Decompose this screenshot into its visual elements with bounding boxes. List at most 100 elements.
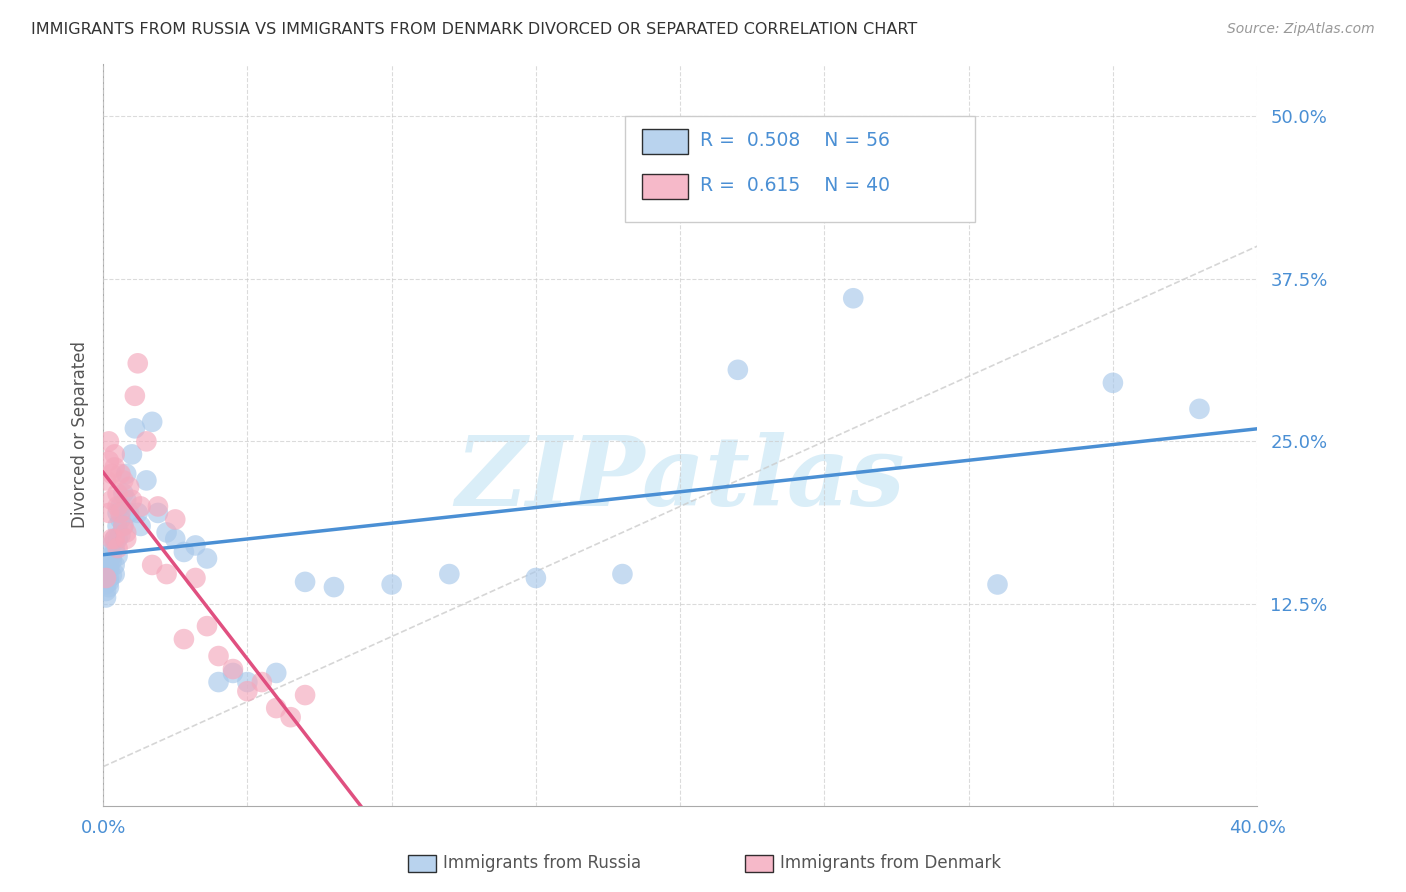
- Text: Source: ZipAtlas.com: Source: ZipAtlas.com: [1227, 22, 1375, 37]
- Point: [222, 665, 245, 680]
- Text: R =  0.615    N = 40: R = 0.615 N = 40: [700, 176, 890, 194]
- Point: [124, 421, 146, 435]
- Text: Immigrants from Denmark: Immigrants from Denmark: [780, 855, 1001, 872]
- Point: [115, 525, 138, 540]
- Point: [236, 675, 259, 690]
- Point: [135, 434, 157, 449]
- Point: [101, 532, 124, 546]
- Y-axis label: Divorced or Separated: Divorced or Separated: [72, 342, 89, 528]
- Point: [184, 571, 207, 585]
- Point: [97, 506, 120, 520]
- Point: [97, 454, 120, 468]
- Point: [101, 568, 124, 582]
- Point: [222, 662, 245, 676]
- Point: [101, 467, 124, 481]
- Point: [264, 701, 287, 715]
- Point: [155, 525, 177, 540]
- Point: [129, 500, 152, 514]
- Point: [294, 688, 316, 702]
- Point: [110, 467, 132, 481]
- Point: [112, 519, 135, 533]
- Point: [524, 571, 547, 585]
- Point: [184, 538, 207, 552]
- Point: [612, 567, 634, 582]
- Point: [146, 500, 169, 514]
- Point: [207, 675, 229, 690]
- Point: [165, 512, 187, 526]
- Point: [101, 538, 124, 552]
- Point: [110, 528, 132, 542]
- Point: [94, 474, 117, 488]
- Point: [115, 532, 138, 546]
- Text: ZIPatlas: ZIPatlas: [456, 433, 905, 526]
- Point: [101, 549, 124, 563]
- Point: [1102, 376, 1125, 390]
- Point: [97, 580, 120, 594]
- Point: [112, 474, 135, 488]
- Point: [107, 500, 129, 514]
- Point: [112, 486, 135, 500]
- Point: [280, 710, 302, 724]
- Point: [107, 506, 129, 520]
- Point: [135, 474, 157, 488]
- Point: [381, 577, 404, 591]
- Point: [97, 571, 120, 585]
- Point: [118, 506, 141, 520]
- Point: [94, 584, 117, 599]
- Point: [121, 447, 143, 461]
- Point: [115, 492, 138, 507]
- Point: [439, 567, 461, 582]
- Point: [97, 574, 120, 589]
- Point: [104, 558, 127, 572]
- Point: [323, 580, 346, 594]
- Point: [104, 541, 127, 555]
- Point: [727, 363, 749, 377]
- Point: [104, 567, 127, 582]
- Point: [104, 447, 127, 461]
- Point: [129, 519, 152, 533]
- Point: [842, 291, 865, 305]
- Point: [107, 549, 129, 563]
- Point: [155, 567, 177, 582]
- Point: [110, 506, 132, 520]
- Point: [97, 558, 120, 572]
- Point: [94, 577, 117, 591]
- Point: [146, 506, 169, 520]
- Point: [173, 632, 195, 647]
- Point: [127, 506, 149, 520]
- Point: [121, 492, 143, 507]
- Point: [104, 532, 127, 546]
- Point: [115, 467, 138, 481]
- Point: [97, 562, 120, 576]
- Point: [94, 571, 117, 585]
- Point: [107, 486, 129, 500]
- Point: [264, 665, 287, 680]
- Text: IMMIGRANTS FROM RUSSIA VS IMMIGRANTS FROM DENMARK DIVORCED OR SEPARATED CORRELAT: IMMIGRANTS FROM RUSSIA VS IMMIGRANTS FRO…: [31, 22, 917, 37]
- Point: [294, 574, 316, 589]
- Point: [250, 675, 273, 690]
- Point: [165, 532, 187, 546]
- Point: [94, 591, 117, 605]
- Point: [104, 460, 127, 475]
- Point: [107, 532, 129, 546]
- Point: [107, 519, 129, 533]
- Point: [107, 541, 129, 555]
- Point: [110, 512, 132, 526]
- Point: [112, 519, 135, 533]
- Point: [110, 500, 132, 514]
- Point: [118, 480, 141, 494]
- Point: [173, 545, 195, 559]
- Text: R =  0.508    N = 56: R = 0.508 N = 56: [700, 131, 890, 150]
- Point: [195, 619, 218, 633]
- Point: [986, 577, 1008, 591]
- Point: [1188, 401, 1211, 416]
- Point: [195, 551, 218, 566]
- Point: [101, 492, 124, 507]
- Point: [236, 684, 259, 698]
- Text: Immigrants from Russia: Immigrants from Russia: [443, 855, 641, 872]
- Point: [207, 648, 229, 663]
- Point: [94, 567, 117, 582]
- Point: [104, 532, 127, 546]
- Point: [141, 558, 163, 572]
- Point: [101, 554, 124, 568]
